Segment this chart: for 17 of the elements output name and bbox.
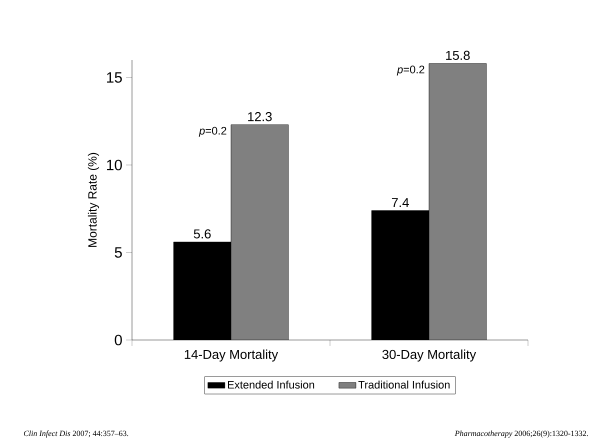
data-label: 12.3 [248, 112, 272, 122]
data-label: 15.8 [446, 50, 470, 60]
y-axis-title: Mortality Rate (%) [88, 152, 100, 247]
data-label: 7.4 [392, 198, 409, 207]
data-label: 5.6 [194, 229, 211, 238]
y-tick-label: 10 [107, 160, 122, 170]
bar [231, 124, 288, 340]
legend-label: Extended Infusion [228, 380, 314, 389]
legend-label: Traditional Infusion [358, 380, 450, 389]
annotation: p=0.2 [198, 126, 226, 137]
y-tick-label: 15 [107, 72, 122, 83]
annotation: p=0.2 [396, 66, 424, 76]
x-tick-label: 14-Day Mortality [184, 349, 278, 362]
bar [428, 63, 487, 340]
x-tick-label: 30-Day Mortality [382, 349, 476, 362]
y-tick-label: 5 [114, 247, 122, 258]
y-tick-label: 0 [114, 334, 122, 346]
